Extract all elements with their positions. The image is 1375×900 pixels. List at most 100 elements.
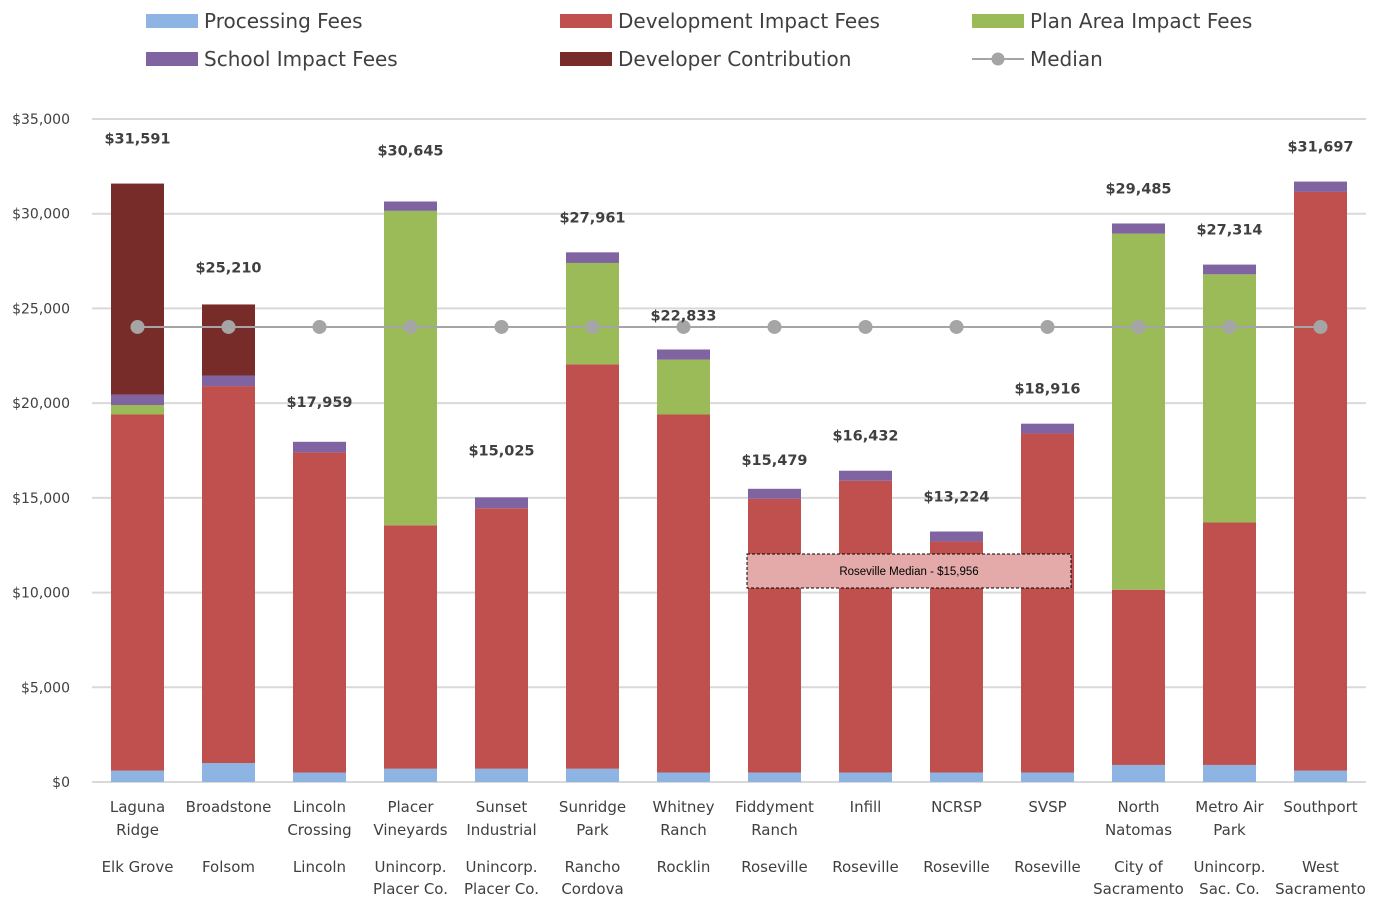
bar-segment-processing-fees — [1021, 772, 1074, 782]
total-labels: $31,591 $25,210 $17,959 $30,645 $15,025 $27,9… — [104, 132, 1353, 506]
y-axis: $0 $5,000 $10,000 $15,000 $20,000 $25,000 $30,… — [12, 112, 70, 791]
bar-segment-development-impact-fees — [1203, 522, 1256, 765]
bar-segment-development-impact-fees — [566, 364, 619, 769]
median-marker — [585, 319, 600, 334]
median-marker — [1313, 319, 1328, 334]
category-label: Natomas — [1105, 821, 1172, 839]
bar-segment-school-impact-fees — [930, 531, 983, 542]
total-label: $15,025 — [468, 443, 534, 459]
category-label: Broadstone — [186, 798, 272, 816]
legend-swatch-4 — [560, 52, 612, 66]
median-marker — [130, 319, 145, 334]
bar-segment-development-impact-fees — [202, 386, 255, 764]
median-marker — [494, 319, 509, 334]
median-marker — [949, 319, 964, 334]
median-marker — [858, 319, 873, 334]
y-tick-label: $25,000 — [12, 301, 70, 317]
bar-segment-plan-area-impact-fees — [566, 262, 619, 365]
jurisdiction-label: Sacramento — [1093, 880, 1184, 898]
bar-segment-development-impact-fees — [1021, 433, 1074, 773]
bars — [111, 181, 1347, 782]
y-tick-label: $15,000 — [12, 491, 70, 507]
bar-segment-processing-fees — [475, 768, 528, 782]
jurisdiction-label: Elk Grove — [102, 858, 174, 876]
jurisdiction-label: West — [1302, 858, 1339, 876]
bar-segment-school-impact-fees — [1112, 223, 1165, 234]
jurisdiction-label: Sac. Co. — [1199, 880, 1260, 898]
bar-segment-processing-fees — [1112, 764, 1165, 782]
y-tick-label: $35,000 — [12, 112, 70, 128]
legend-swatch-3 — [146, 52, 198, 66]
bar-segment-plan-area-impact-fees — [111, 405, 164, 415]
jurisdiction-label: Roseville — [832, 858, 899, 876]
jurisdiction-label: City of — [1114, 858, 1163, 876]
bar-segment-school-impact-fees — [1021, 423, 1074, 434]
bar-segment-development-impact-fees — [748, 498, 801, 773]
category-label: SVSP — [1028, 798, 1066, 816]
bar-segment-processing-fees — [566, 768, 619, 782]
bar-segment-school-impact-fees — [657, 349, 710, 360]
legend-label-3: School Impact Fees — [204, 47, 398, 71]
total-label: $31,591 — [104, 132, 170, 148]
bar-segment-school-impact-fees — [475, 497, 528, 509]
bar-segment-development-impact-fees — [839, 480, 892, 773]
y-tick-label: $20,000 — [12, 396, 70, 412]
bar-segment-processing-fees — [293, 772, 346, 782]
median-marker — [1222, 319, 1237, 334]
jurisdiction-label: Unincorp. — [465, 858, 537, 876]
bar-segment-school-impact-fees — [111, 394, 164, 406]
category-label: Park — [576, 821, 609, 839]
legend-label-2: Plan Area Impact Fees — [1030, 9, 1252, 33]
total-label: $25,210 — [195, 260, 261, 276]
bar-segment-development-impact-fees — [384, 525, 437, 769]
bar-segment-plan-area-impact-fees — [384, 210, 437, 526]
median-marker — [676, 319, 691, 334]
bar-segment-development-impact-fees — [657, 414, 710, 773]
bar-segment-processing-fees — [1203, 764, 1256, 782]
legend-label-median: Median — [1030, 47, 1103, 71]
jurisdiction-label: Unincorp. — [1193, 858, 1265, 876]
jurisdiction-label: Sacramento — [1275, 880, 1366, 898]
y-tick-label: $10,000 — [12, 586, 70, 602]
total-label: $13,224 — [923, 489, 989, 505]
bar-segment-school-impact-fees — [293, 441, 346, 453]
bar-segment-development-impact-fees — [1294, 191, 1347, 771]
bar-segment-plan-area-impact-fees — [1112, 233, 1165, 590]
category-label: Park — [1213, 821, 1246, 839]
category-label: Ranch — [660, 821, 707, 839]
total-label: $29,485 — [1105, 181, 1171, 197]
legend-median-marker — [991, 52, 1005, 66]
category-label: Ranch — [751, 821, 798, 839]
category-label: Lincoln — [293, 798, 346, 816]
jurisdiction-label: Placer Co. — [373, 880, 448, 898]
jurisdiction-label: Cordova — [561, 880, 623, 898]
median-marker — [1040, 319, 1055, 334]
jurisdiction-label: Roseville — [923, 858, 990, 876]
jurisdiction-label: Roseville — [1014, 858, 1081, 876]
category-label: North — [1118, 798, 1160, 816]
bar-segment-development-impact-fees — [1112, 589, 1165, 765]
x-axis: Laguna Ridge Elk Grove Broadstone Folsom Linc… — [102, 798, 1366, 898]
gridlines — [92, 118, 1366, 783]
bar-segment-processing-fees — [930, 772, 983, 782]
bar-segment-school-impact-fees — [384, 201, 437, 211]
category-label: Industrial — [466, 821, 536, 839]
jurisdiction-label: Folsom — [202, 858, 255, 876]
roseville-median-note: Roseville Median - $15,956 — [746, 553, 1072, 589]
legend: Processing Fees Development Impact Fees Pl… — [146, 9, 1252, 71]
bar-segment-processing-fees — [748, 772, 801, 782]
category-label: Ridge — [116, 821, 159, 839]
bar-segment-school-impact-fees — [1294, 181, 1347, 192]
median-marker — [221, 319, 236, 334]
bar-segment-plan-area-impact-fees — [657, 359, 710, 415]
total-label: $17,959 — [286, 395, 352, 411]
roseville-median-label: Roseville Median - $15,956 — [839, 566, 978, 578]
category-label: Sunridge — [559, 798, 626, 816]
bar-segment-processing-fees — [1294, 770, 1347, 782]
total-label: $31,697 — [1287, 140, 1353, 156]
y-tick-label: $0 — [52, 775, 70, 791]
category-label: Sunset — [476, 798, 528, 816]
total-label: $15,479 — [741, 453, 807, 469]
bar-segment-development-impact-fees — [293, 452, 346, 773]
